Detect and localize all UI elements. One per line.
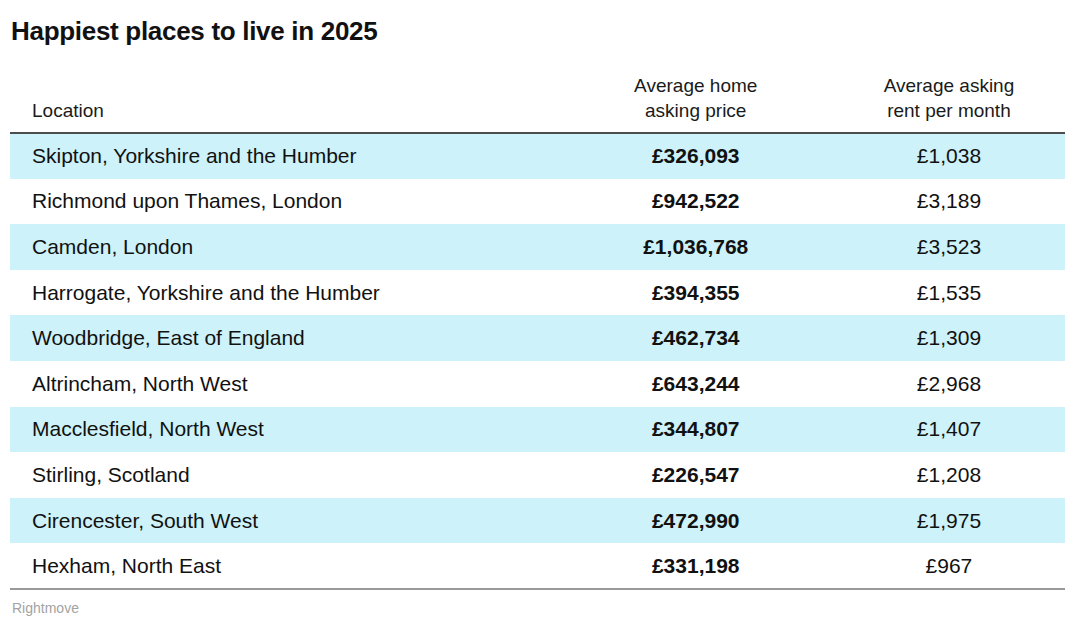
table-row: Harrogate, Yorkshire and the Humber £394… [10, 270, 1065, 316]
table-row: Skipton, Yorkshire and the Humber £326,0… [10, 133, 1065, 179]
table-row: Stirling, Scotland £226,547 £1,208 [10, 452, 1065, 498]
location-cell: Harrogate, Yorkshire and the Humber [10, 270, 559, 316]
table-row: Altrincham, North West £643,244 £2,968 [10, 361, 1065, 407]
location-cell: Skipton, Yorkshire and the Humber [10, 133, 559, 179]
location-cell: Camden, London [10, 224, 559, 270]
chart-container: Happiest places to live in 2025 Location… [0, 0, 1080, 616]
location-cell: Woodbridge, East of England [10, 315, 559, 361]
location-cell: Cirencester, South West [10, 498, 559, 544]
rent-cell: £1,407 [833, 407, 1065, 453]
rent-cell: £1,535 [833, 270, 1065, 316]
rent-cell: £967 [833, 543, 1065, 589]
rent-cell: £3,523 [833, 224, 1065, 270]
table-row: Camden, London £1,036,768 £3,523 [10, 224, 1065, 270]
happiest-places-table: Location Average home asking price Avera… [10, 47, 1065, 590]
price-cell: £942,522 [559, 179, 833, 225]
table-row: Woodbridge, East of England £462,734 £1,… [10, 315, 1065, 361]
price-cell: £643,244 [559, 361, 833, 407]
table-row: Cirencester, South West £472,990 £1,975 [10, 498, 1065, 544]
location-cell: Altrincham, North West [10, 361, 559, 407]
location-cell: Richmond upon Thames, London [10, 179, 559, 225]
table-header: Location Average home asking price Avera… [10, 47, 1065, 133]
price-cell: £472,990 [559, 498, 833, 544]
price-cell: £462,734 [559, 315, 833, 361]
column-header-location: Location [10, 47, 559, 133]
rent-cell: £1,309 [833, 315, 1065, 361]
price-cell: £344,807 [559, 407, 833, 453]
price-cell: £394,355 [559, 270, 833, 316]
rent-cell: £1,038 [833, 133, 1065, 179]
source-attribution: Rightmove [12, 600, 1070, 616]
chart-title: Happiest places to live in 2025 [11, 16, 1070, 47]
location-cell: Hexham, North East [10, 543, 559, 589]
price-cell: £326,093 [559, 133, 833, 179]
price-cell: £1,036,768 [559, 224, 833, 270]
location-cell: Macclesfield, North West [10, 407, 559, 453]
rent-cell: £1,208 [833, 452, 1065, 498]
column-header-rent: Average asking rent per month [833, 47, 1065, 133]
table-body: Skipton, Yorkshire and the Humber £326,0… [10, 133, 1065, 589]
price-cell: £331,198 [559, 543, 833, 589]
rent-cell: £1,975 [833, 498, 1065, 544]
table-row: Richmond upon Thames, London £942,522 £3… [10, 179, 1065, 225]
rent-cell: £2,968 [833, 361, 1065, 407]
table-row: Macclesfield, North West £344,807 £1,407 [10, 407, 1065, 453]
table-row: Hexham, North East £331,198 £967 [10, 543, 1065, 589]
location-cell: Stirling, Scotland [10, 452, 559, 498]
column-header-asking-price: Average home asking price [559, 47, 833, 133]
rent-cell: £3,189 [833, 179, 1065, 225]
price-cell: £226,547 [559, 452, 833, 498]
